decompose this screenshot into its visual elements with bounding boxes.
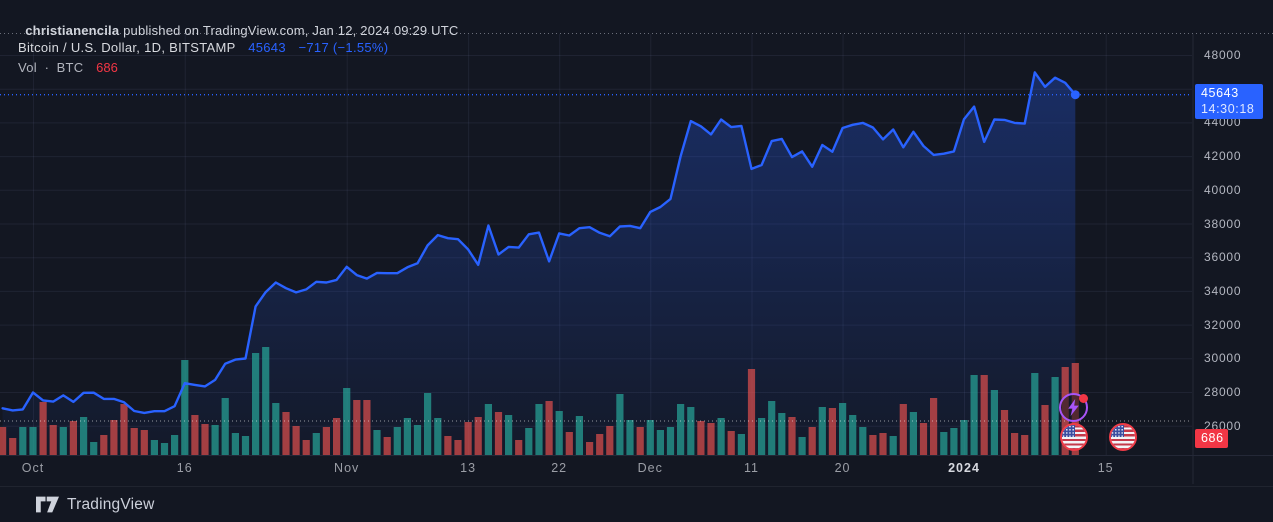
brand-name[interactable]: TradingView — [67, 495, 155, 513]
publish-header: christianencila published on TradingView… — [10, 8, 458, 53]
price-tick-label: 30000 — [1204, 351, 1242, 366]
time-tick-label: Oct — [21, 461, 45, 475]
time-tick-label: 16 — [176, 461, 193, 475]
us-economic-event-icon[interactable] — [1060, 423, 1088, 451]
symbol-title[interactable]: Bitcoin / U.S. Dollar, 1D, BITSTAMP — [18, 40, 236, 55]
legend-symbol-row: Bitcoin / U.S. Dollar, 1D, BITSTAMP 4564… — [18, 38, 388, 58]
chart-legend: Bitcoin / U.S. Dollar, 1D, BITSTAMP 4564… — [18, 38, 388, 78]
lightning-bolt-icon — [1068, 399, 1079, 416]
publish-author: christianencila — [25, 23, 120, 38]
time-tick-label: Dec — [637, 461, 663, 475]
current-price-badge: 45643 14:30:18 — [1195, 84, 1263, 120]
us-economic-event-icon[interactable] — [1109, 423, 1137, 451]
tradingview-logo[interactable] — [36, 496, 59, 513]
price-tick-label: 42000 — [1204, 149, 1242, 164]
time-tick-label: 15 — [1097, 461, 1114, 475]
legend-volume-row: Vol · BTC 686 — [18, 58, 388, 78]
price-tick-label: 36000 — [1204, 250, 1242, 265]
time-tick-label: Nov — [334, 461, 360, 475]
flash-event-icon[interactable] — [1059, 393, 1088, 422]
price-tick-label: 40000 — [1204, 182, 1242, 197]
price-change-value: −717 (−1.55%) — [298, 40, 389, 55]
price-tick-label: 38000 — [1204, 216, 1242, 231]
notification-dot — [1079, 394, 1088, 403]
current-price-text: 45643 — [1201, 86, 1239, 101]
time-tick-label: 22 — [551, 461, 568, 475]
publish-info-text: published on TradingView.com, Jan 12, 20… — [119, 23, 459, 38]
volume-value-badge: 686 — [1195, 429, 1228, 448]
time-axis[interactable]: Oct 16 Nov 13 22 Dec 11 20 2024 15 — [0, 456, 1192, 483]
volume-unit-label: BTC — [56, 60, 84, 75]
volume-current-value: 686 — [96, 60, 118, 75]
time-tick-label: 13 — [460, 461, 477, 475]
page-footer: TradingView — [0, 487, 1273, 522]
price-tick-label: 34000 — [1204, 283, 1242, 298]
price-axis[interactable]: 4800046000440004200040000380003600034000… — [1193, 0, 1273, 522]
time-tick-label: 11 — [743, 461, 759, 475]
time-tick-label: 2024 — [948, 461, 980, 475]
us-flag-canton — [1062, 425, 1076, 437]
us-flag-canton — [1111, 425, 1125, 437]
volume-label: Vol — [18, 60, 37, 75]
price-tick-label: 28000 — [1204, 385, 1242, 399]
bar-countdown-timer: 14:30:18 — [1201, 102, 1255, 117]
price-tick-label: 48000 — [1204, 48, 1242, 62]
chart-plot-area[interactable] — [0, 34, 1192, 455]
price-tick-label: 32000 — [1204, 317, 1242, 332]
volume-separator-dot: · — [44, 60, 49, 75]
time-tick-label: 20 — [834, 461, 851, 475]
last-price-value: 45643 — [248, 40, 286, 55]
